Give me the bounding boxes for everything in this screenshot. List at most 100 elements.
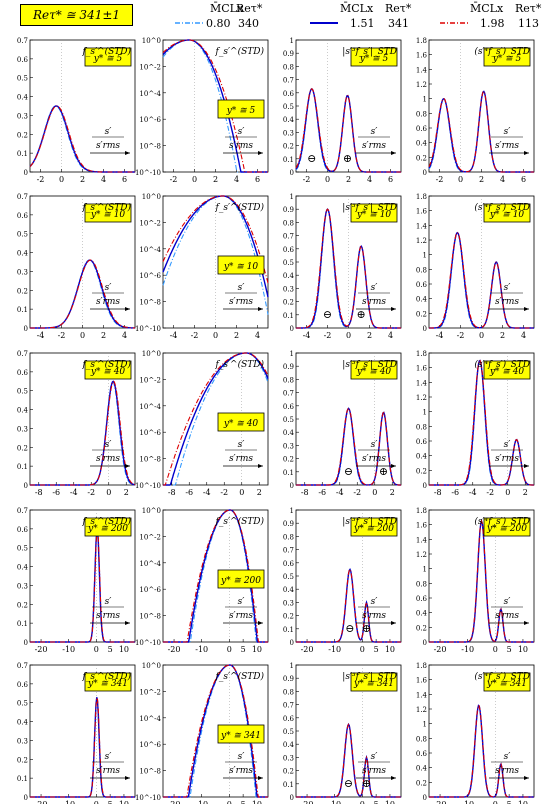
y-tick-label: 1.2 (416, 551, 427, 559)
series-line-1 (163, 352, 269, 486)
series-line-2 (296, 208, 401, 329)
y-tick-label: 0.5 (17, 388, 28, 396)
panel-r0-c1 (162, 39, 269, 173)
panel-r0-c2 (295, 39, 402, 173)
x-tick-label: -2 (37, 175, 45, 184)
yplus-box (217, 255, 265, 275)
yplus-box (350, 203, 398, 223)
x-tick-label: 0 (227, 800, 232, 804)
legend-col-header-re-3: Reτ* (515, 2, 542, 15)
y-tick-label: 1 (290, 37, 294, 45)
y-tick-label: 0 (290, 639, 294, 647)
yplus-label: y* ≅ 5 (359, 54, 389, 64)
x-tick-label: -2 (353, 488, 361, 497)
x-tick-label: 5 (108, 800, 113, 804)
x-tick-label: -10 (461, 645, 474, 654)
y-tick-label: 0.8 (283, 533, 294, 541)
y-tick-label: 0.7 (17, 662, 28, 670)
y-tick-label: 0.6 (17, 212, 29, 220)
minus-sign-label: ⊖ (345, 622, 354, 635)
y-tick-label: 0 (423, 169, 427, 177)
panel-r4-c0 (29, 664, 136, 798)
x-tick-label: 4 (122, 331, 127, 340)
xlabel-bottom: s′rms (229, 454, 253, 464)
x-tick-label: 0 (325, 175, 330, 184)
x-tick-label: 2 (479, 175, 484, 184)
series-line-2 (29, 105, 135, 173)
y-tick-label: 0.4 (17, 94, 29, 102)
x-tick-label: 2 (346, 175, 351, 184)
y-axis-label: |s′³f_s′|_STD (342, 47, 397, 57)
y-tick-label: 0.6 (283, 715, 295, 723)
y-tick-label: 10^-8 (139, 456, 161, 464)
plus-sign-label: ⊕ (343, 152, 352, 165)
x-tick-label: 4 (367, 175, 372, 184)
x-tick-label: 5 (241, 645, 246, 654)
yplus-box (84, 517, 132, 537)
y-tick-label: 1 (423, 252, 427, 260)
y-tick-label: 0.1 (17, 306, 28, 314)
yplus-box (483, 360, 531, 380)
y-axis-label: f_s′^(STD) (82, 202, 132, 213)
series-line-1 (30, 380, 136, 486)
xlabel-bottom: s′rms (96, 454, 120, 464)
panel-r0-c3 (428, 39, 535, 173)
series-line-2 (30, 380, 136, 486)
xlabel-arrowhead (391, 621, 396, 625)
y-tick-label: 0.8 (416, 266, 427, 274)
y-tick-label: 0.7 (283, 547, 294, 555)
x-tick-label: -20 (301, 645, 314, 654)
y-tick-label: 10^-4 (139, 715, 161, 723)
x-tick-label: -2 (303, 175, 311, 184)
y-tick-label: 0.8 (416, 110, 427, 118)
y-tick-label: 0.1 (17, 463, 28, 471)
x-tick-label: 0 (505, 488, 510, 497)
y-axis-label: (s′⁴f_s′)_STD (474, 671, 530, 682)
x-tick-label: 2 (500, 331, 505, 340)
x-tick-label: 0 (213, 331, 218, 340)
y-tick-label: 0.3 (283, 129, 294, 137)
yplus-box (84, 360, 132, 380)
y-tick-label: 1.6 (416, 208, 428, 216)
y-tick-label: 1.4 (416, 66, 428, 74)
series-line-2 (429, 704, 534, 798)
xlabel-top: s′ (504, 440, 511, 450)
legend-re-1: 340 (238, 17, 259, 30)
series-line-1 (30, 697, 135, 798)
x-tick-label: 0 (360, 800, 365, 804)
yplus-box (483, 672, 531, 692)
yplus-box (84, 672, 132, 692)
x-tick-label: 5 (108, 645, 113, 654)
y-tick-label: 0.7 (283, 702, 294, 710)
x-tick-label: 4 (255, 331, 260, 340)
x-tick-label: 2 (257, 488, 262, 497)
plus-sign-label: ⊕ (362, 777, 371, 790)
xlabel-bottom: s′rms (96, 297, 120, 307)
x-tick-label: 4 (101, 175, 106, 184)
xlabel-top: s′ (371, 752, 378, 762)
yplus-box (217, 569, 265, 589)
panel-r3-c2 (295, 509, 402, 643)
yplus-label: y* ≅ 5 (226, 106, 256, 116)
y-tick-label: 0.6 (17, 369, 29, 377)
y-tick-label: 0.4 (283, 586, 295, 594)
y-tick-label: 0.1 (283, 626, 294, 634)
y-tick-label: 10^-6 (139, 586, 161, 594)
y-tick-label: 0.6 (416, 281, 428, 289)
series-line-2 (296, 407, 401, 486)
xlabel-top: s′ (371, 597, 378, 607)
x-tick-label: 0 (372, 488, 377, 497)
x-tick-label: 0 (346, 331, 351, 340)
series-line-2 (296, 723, 401, 798)
x-tick-label: -20 (168, 800, 181, 804)
y-tick-label: 1.2 (416, 394, 427, 402)
y-tick-label: 0.1 (17, 775, 28, 783)
xlabel-arrowhead (258, 464, 263, 468)
x-tick-label: -2 (87, 488, 95, 497)
y-tick-label: 10^-10 (135, 325, 161, 333)
xlabel-top: s′ (238, 440, 245, 450)
header-title: Reτ* ≅ 341±1 (32, 8, 121, 22)
series-line-2 (30, 259, 135, 329)
y-tick-label: 10^-8 (139, 613, 161, 621)
minus-sign-label: ⊖ (307, 152, 316, 165)
